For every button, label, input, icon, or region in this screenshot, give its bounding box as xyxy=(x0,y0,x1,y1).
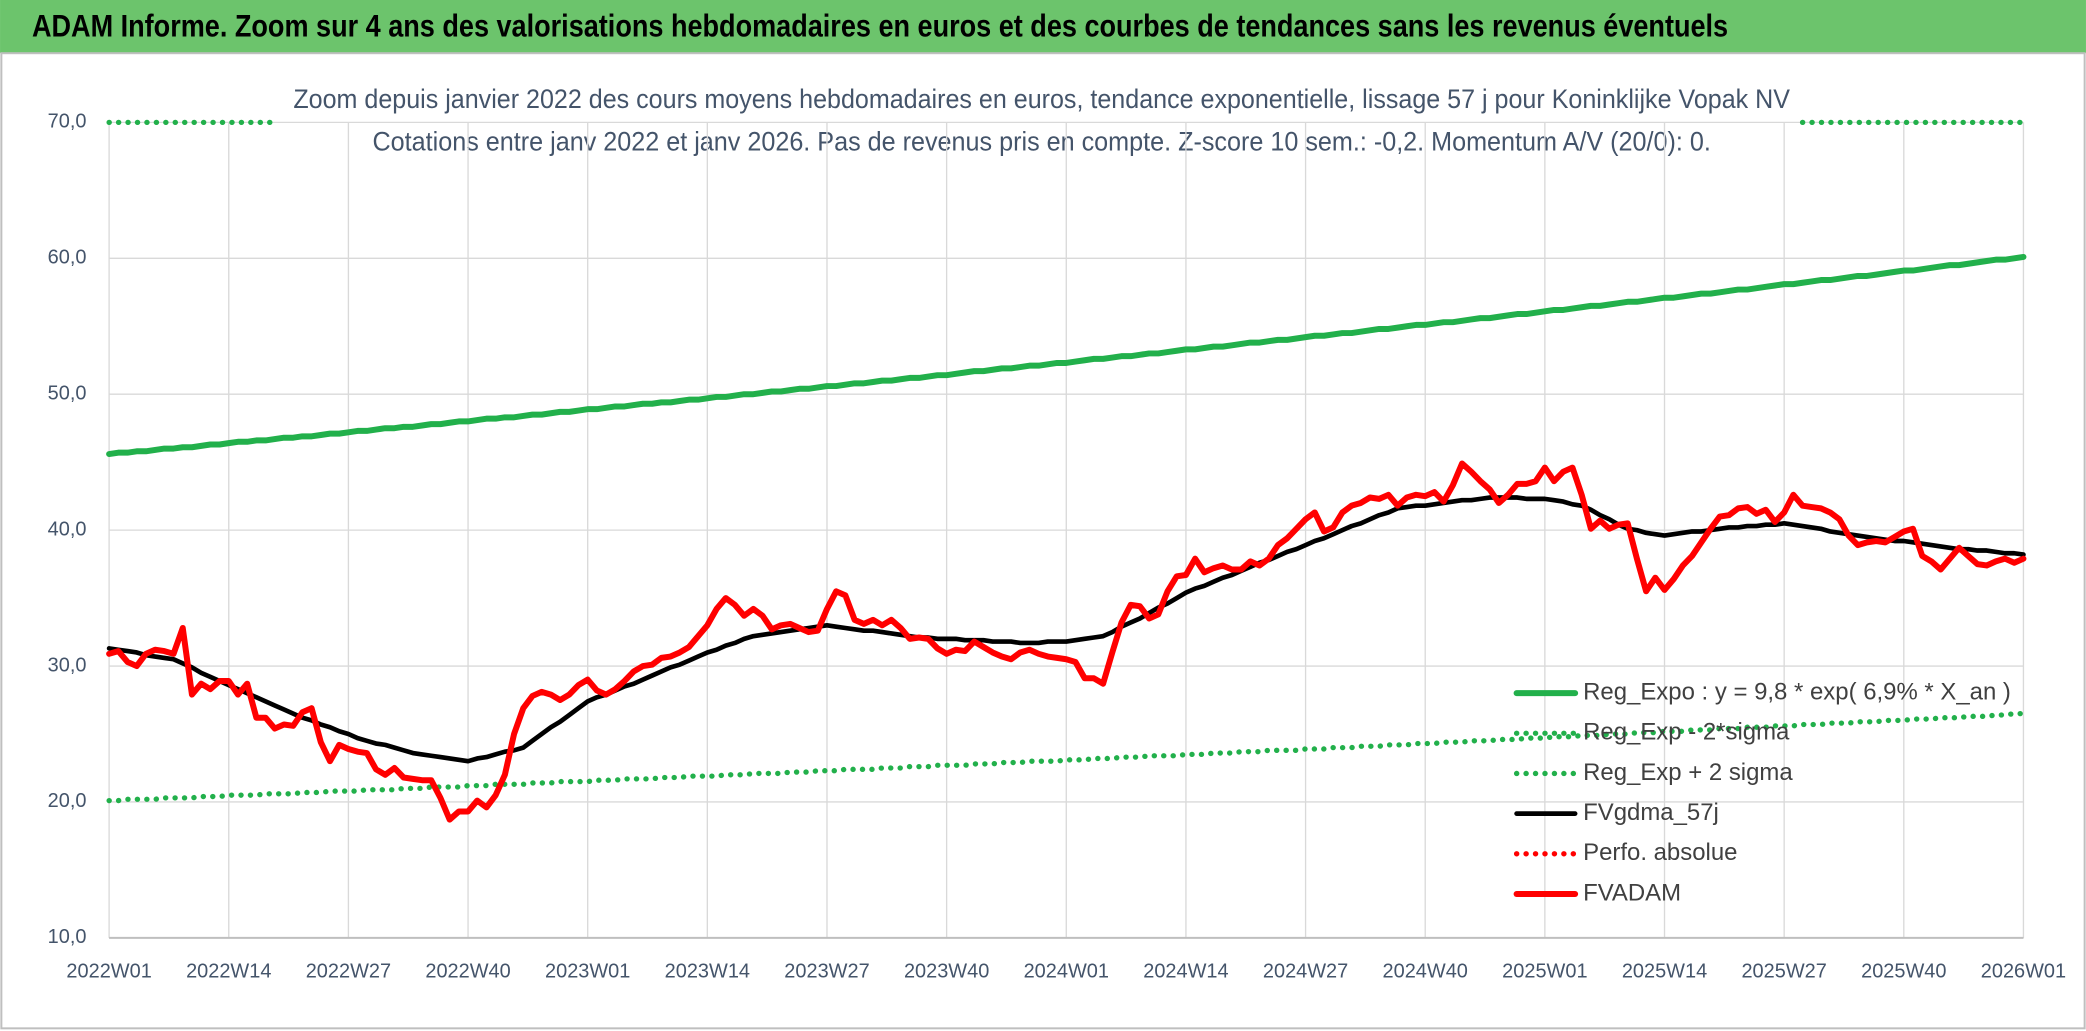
header-bar xyxy=(0,0,2086,54)
legend-label: FVADAM xyxy=(1583,879,1681,906)
legend-label: Reg_Exp - 2*sigma xyxy=(1583,719,1790,746)
y-tick-label: 40,0 xyxy=(48,518,87,540)
x-tick-label: 2023W14 xyxy=(665,961,750,983)
y-tick-label: 10,0 xyxy=(48,926,87,948)
x-tick-label: 2024W27 xyxy=(1263,961,1348,983)
header-title: ADAM Informe. Zoom sur 4 ans des valoris… xyxy=(32,7,1728,43)
legend-label: Reg_Expo : y = 9,8 * exp( 6,9% * X_an ) xyxy=(1583,678,2011,705)
y-tick-label: 50,0 xyxy=(48,382,87,404)
series-line xyxy=(106,710,2027,804)
legend-label: Reg_Exp + 2 sigma xyxy=(1583,759,1793,786)
legend-label: FVgdma_57j xyxy=(1583,799,1719,826)
y-tick-label: 60,0 xyxy=(48,247,87,269)
series-line xyxy=(106,253,2027,458)
x-tick-label: 2022W01 xyxy=(66,961,151,983)
x-tick-label: 2023W27 xyxy=(784,961,869,983)
y-tick-label: 30,0 xyxy=(48,654,87,676)
x-tick-label: 2022W14 xyxy=(186,961,271,983)
x-tick-label: 2023W40 xyxy=(904,961,989,983)
series-line xyxy=(106,495,2026,764)
x-tick-label: 2026W01 xyxy=(1981,961,2066,983)
chart-frame xyxy=(0,52,2086,1030)
x-tick-label: 2025W27 xyxy=(1741,961,1826,983)
legend-label: Perfo. absolue xyxy=(1583,839,1737,866)
x-tick-label: 2024W14 xyxy=(1143,961,1228,983)
x-tick-label: 2024W01 xyxy=(1024,961,1109,983)
y-tick-label: 70,0 xyxy=(48,111,87,133)
x-tick-label: 2025W01 xyxy=(1502,961,1587,983)
y-tick-label: 20,0 xyxy=(48,790,87,812)
x-tick-label: 2024W40 xyxy=(1383,961,1468,983)
x-tick-label: 2023W01 xyxy=(545,961,630,983)
x-tick-label: 2025W14 xyxy=(1622,961,1707,983)
chart-subtitle: Zoom depuis janvier 2022 des cours moyen… xyxy=(293,84,1790,114)
x-tick-label: 2022W27 xyxy=(306,961,391,983)
x-tick-label: 2022W40 xyxy=(425,961,510,983)
x-tick-label: 2025W40 xyxy=(1861,961,1946,983)
chart-subtitle: Cotations entre janv 2022 et janv 2026. … xyxy=(373,127,1711,157)
series-line xyxy=(106,460,2027,823)
